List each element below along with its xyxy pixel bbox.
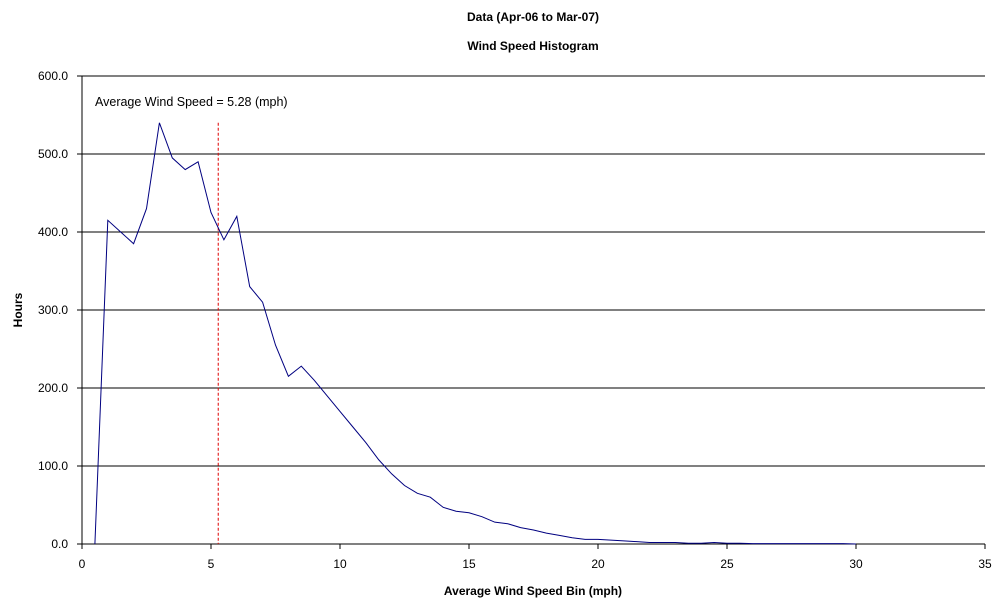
series-line-hours	[94, 122, 857, 545]
x-tick-label: 35	[978, 557, 992, 571]
x-tick-label: 10	[333, 557, 347, 571]
y-tick-label: 300.0	[38, 303, 68, 317]
x-axis-title: Average Wind Speed Bin (mph)	[444, 584, 622, 598]
y-tick-label: 100.0	[38, 459, 68, 473]
y-tick-label: 400.0	[38, 225, 68, 239]
chart-subtitle: Wind Speed Histogram	[467, 39, 598, 53]
x-tick-label: 20	[591, 557, 605, 571]
y-tick-label: 600.0	[38, 69, 68, 83]
y-tick-label: 500.0	[38, 147, 68, 161]
x-tick-label: 30	[849, 557, 863, 571]
x-tick-label: 25	[720, 557, 734, 571]
average-annotation: Average Wind Speed = 5.28 (mph)	[95, 95, 288, 109]
x-tick-label: 5	[208, 557, 215, 571]
y-axis-title: Hours	[11, 292, 25, 327]
gridlines	[82, 75, 985, 467]
chart-title: Data (Apr-06 to Mar-07)	[467, 10, 599, 24]
x-tick-label: 0	[79, 557, 86, 571]
y-axis-ticks: 0.0 100.0 200.0 300.0 400.0 500.0 600.0	[38, 69, 82, 551]
x-axis-ticks: 0 5 10 15 20 25 30 35	[79, 544, 992, 571]
y-tick-label: 200.0	[38, 381, 68, 395]
x-tick-label: 15	[462, 557, 476, 571]
y-tick-label: 0.0	[51, 537, 68, 551]
